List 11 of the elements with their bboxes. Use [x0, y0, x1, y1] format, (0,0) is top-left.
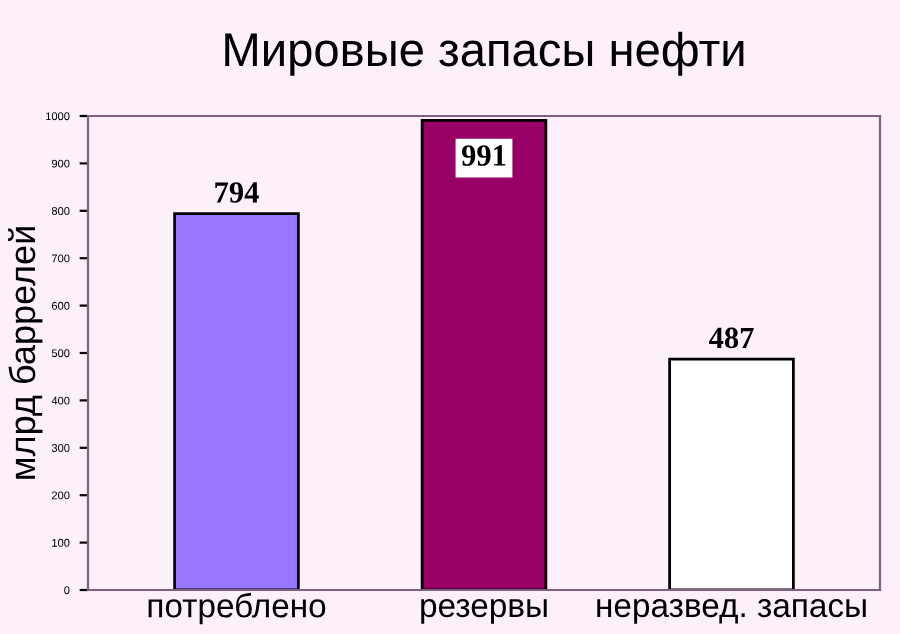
data-label: 487 [709, 327, 754, 349]
bar [173, 212, 300, 590]
bar [668, 357, 795, 590]
x-tick-label: неразвед. запасы [597, 599, 866, 624]
y-axis-title: млрд баррелей [8, 227, 43, 479]
data-label: 991 [461, 145, 506, 166]
chart-title: Мировые запасы нефти [225, 31, 744, 76]
bar [420, 118, 548, 590]
data-label: 794 [215, 182, 259, 203]
x-tick-label: потреблено [148, 592, 326, 625]
x-tick-label: резервы [421, 599, 547, 624]
